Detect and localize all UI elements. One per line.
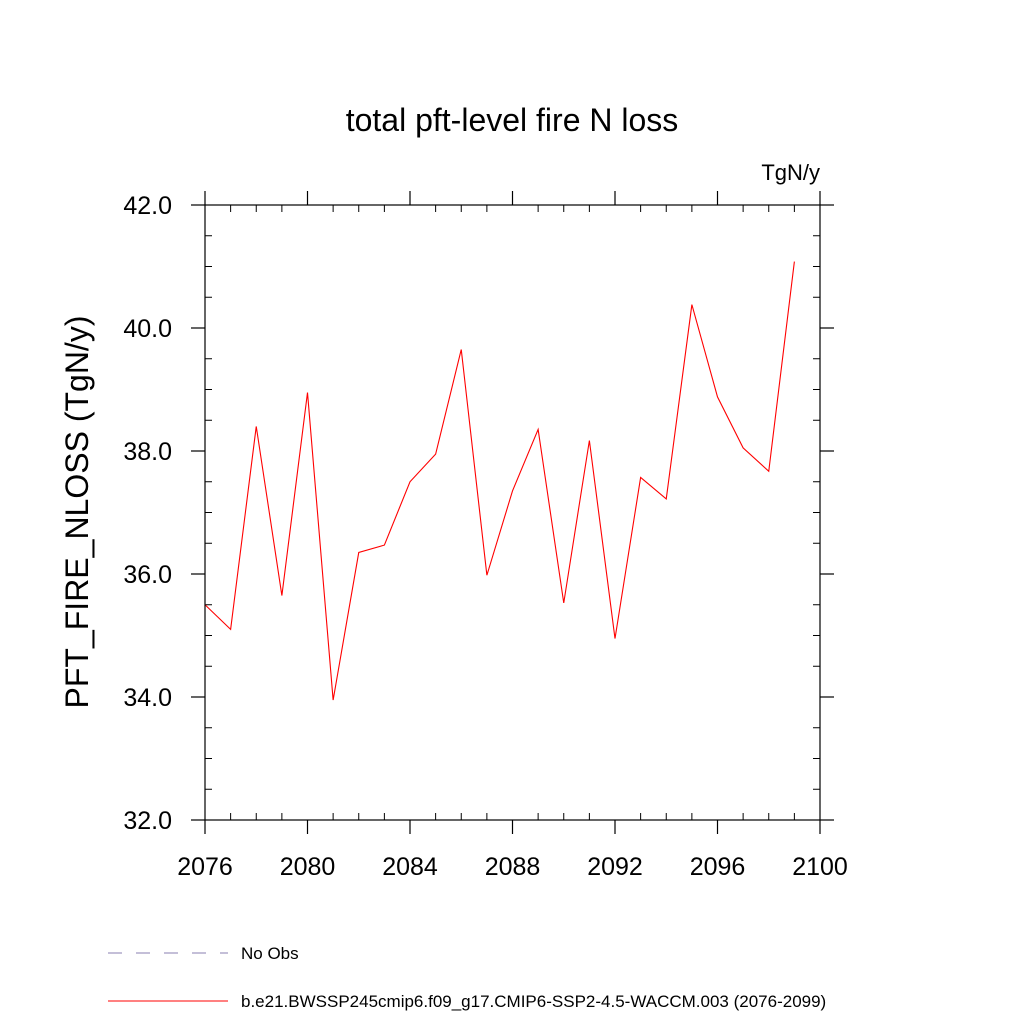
x-tick-label: 2080: [280, 853, 336, 881]
x-tick-label: 2088: [485, 853, 541, 881]
plot-frame: [204, 204, 821, 821]
units-label: TgN/y: [761, 160, 820, 185]
legend-label: b.e21.BWSSP245cmip6.f09_g17.CMIP6-SSP2-4…: [241, 992, 826, 1011]
y-tick-label: 40.0: [123, 315, 172, 343]
x-tick-label: 2076: [177, 853, 233, 881]
series-line: [204, 261, 795, 701]
y-tick-label: 34.0: [123, 684, 172, 712]
legend: No Obs b.e21.BWSSP245cmip6.f09_g17.CMIP6-…: [108, 944, 826, 1011]
y-tick-label: 42.0: [123, 192, 172, 220]
x-tick-label: 2096: [690, 853, 746, 881]
x-tick-label: 2084: [382, 853, 438, 881]
x-tick-labels: 2076 2080 2084 2088 2092 2096 2100: [177, 853, 848, 881]
x-tick-label: 2092: [587, 853, 643, 881]
y-tick-label: 38.0: [123, 438, 172, 466]
y-axis-label: PFT_FIRE_NLOSS (TgN/y): [59, 316, 95, 709]
legend-label: No Obs: [241, 944, 299, 963]
x-tick-label: 2100: [792, 853, 848, 881]
major-ticks: [191, 191, 834, 834]
y-tick-label: 36.0: [123, 561, 172, 589]
y-tick-labels: 32.0 34.0 36.0 38.0 40.0 42.0: [123, 192, 172, 835]
chart-title: total pft-level fire N loss: [346, 102, 679, 138]
y-tick-label: 32.0: [123, 807, 172, 835]
minor-ticks: [205, 205, 820, 820]
series-layer: [204, 261, 795, 701]
